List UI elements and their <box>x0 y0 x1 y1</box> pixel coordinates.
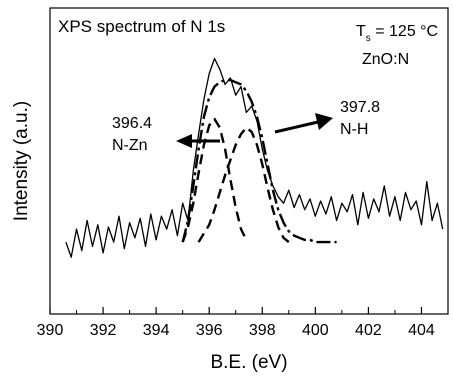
x-axis-ticks: 390 392 394 396 398 400 402 404 <box>37 307 449 339</box>
x-tick-label: 398 <box>249 322 276 339</box>
sample-temperature-label: Ts = 125 °C <box>356 23 438 44</box>
series-line-dashed-component-2 <box>181 117 248 243</box>
series-line-dash-dot-fit-1 <box>181 78 337 244</box>
x-tick-label: 404 <box>408 322 435 339</box>
peak2-value-label: 397.8 <box>340 99 380 116</box>
series-layer <box>65 57 444 258</box>
chart-title: XPS spectrum of N 1s <box>58 17 225 36</box>
x-axis-label: B.E. (eV) <box>210 352 287 373</box>
x-tick-label: 394 <box>143 322 170 339</box>
sample-material-label: ZnO:N <box>362 51 409 68</box>
x-tick-label: 400 <box>302 322 329 339</box>
peak1-value-label: 396.4 <box>112 115 152 132</box>
series-line-solid-noisy-0 <box>65 57 444 258</box>
peak2-name-label: N-H <box>340 121 368 138</box>
peak1-name-label: N-Zn <box>112 137 148 154</box>
x-tick-label: 402 <box>355 322 382 339</box>
plot-frame <box>49 7 449 315</box>
x-tick-label: 396 <box>196 322 223 339</box>
y-axis-label: Intensity (a.u.) <box>11 101 32 221</box>
x-tick-label: 390 <box>37 322 64 339</box>
series-line-dashed-component-3 <box>197 126 290 244</box>
x-tick-label: 392 <box>90 322 117 339</box>
peak2-arrow <box>274 113 333 134</box>
